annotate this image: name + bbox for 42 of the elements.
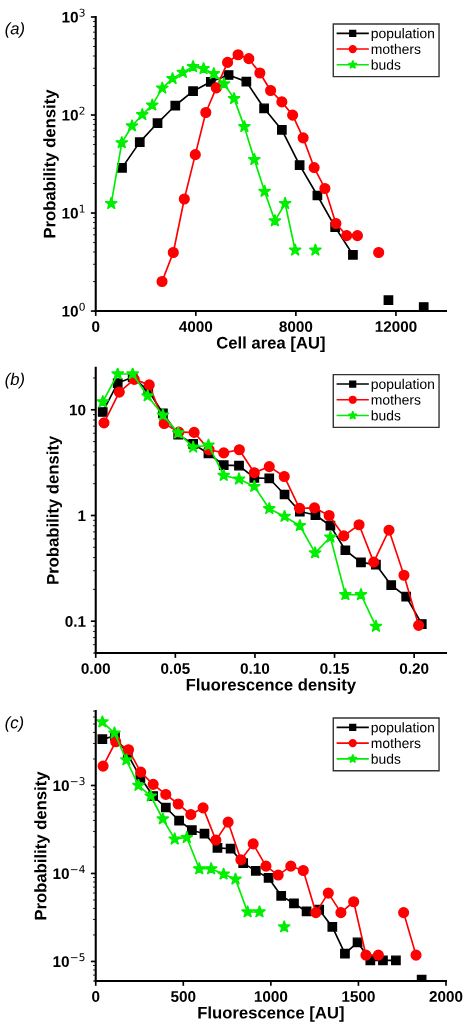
x-tick-label: 0 bbox=[92, 321, 100, 332]
x-tick-label: 4000 bbox=[179, 321, 213, 332]
x-tick-label: 500 bbox=[171, 991, 196, 1002]
y-tick-label: 10$^{2}$ bbox=[62, 106, 85, 121]
y-axis-title: Probability density bbox=[34, 771, 50, 920]
y-tick-label: 10$^{−4}$ bbox=[53, 865, 85, 880]
x-tick-label: 8000 bbox=[279, 321, 313, 332]
x-tick-label: 0 bbox=[92, 991, 100, 1002]
legend-label: mothers bbox=[371, 394, 421, 405]
y-tick-label: 1 bbox=[78, 510, 86, 522]
legend-label: buds bbox=[371, 410, 401, 421]
x-tick-label: 0.15 bbox=[320, 663, 349, 674]
legend-label: mothers bbox=[371, 737, 421, 749]
x-tick-label: 1500 bbox=[342, 991, 375, 1002]
x-tick-label: 12000 bbox=[375, 321, 417, 332]
x-axis-title: Fluorescence density bbox=[186, 678, 356, 694]
y-tick-label: 10$^{−3}$ bbox=[53, 777, 85, 792]
text: (c) bbox=[5, 716, 24, 732]
x-tick-label: 0.10 bbox=[240, 663, 270, 674]
x-tick-label: 2000 bbox=[429, 991, 463, 1002]
x-axis-title: Fluorescence [AU] bbox=[198, 1006, 344, 1022]
text: (a) bbox=[5, 22, 25, 38]
legend-label: mothers bbox=[371, 43, 421, 55]
y-tick-label: 10 bbox=[69, 404, 86, 416]
x-tick-label: 0.00 bbox=[81, 663, 110, 674]
y-tick-label: 0.1 bbox=[65, 616, 86, 627]
y-axis-title: Probability density bbox=[43, 89, 59, 238]
text: (b) bbox=[5, 372, 25, 389]
y-tick-label: 10$^{1}$ bbox=[62, 204, 85, 219]
x-axis-title: Cell area [AU] bbox=[216, 336, 325, 352]
legend-label: population bbox=[371, 28, 434, 42]
x-tick-label: 1000 bbox=[254, 991, 288, 1002]
legend-label: buds bbox=[371, 753, 401, 764]
y-tick-label: 10$^{−5}$ bbox=[53, 953, 85, 968]
legend-label: population bbox=[371, 722, 434, 736]
legend-label: population bbox=[371, 378, 434, 392]
x-tick-label: 0.20 bbox=[399, 663, 429, 674]
legend-label: buds bbox=[371, 59, 401, 70]
y-tick-label: 10$^{3}$ bbox=[62, 8, 85, 23]
y-axis-title: Probability density bbox=[46, 435, 62, 584]
x-tick-label: 0.05 bbox=[161, 663, 190, 674]
y-tick-label: 10$^{0}$ bbox=[62, 302, 85, 317]
